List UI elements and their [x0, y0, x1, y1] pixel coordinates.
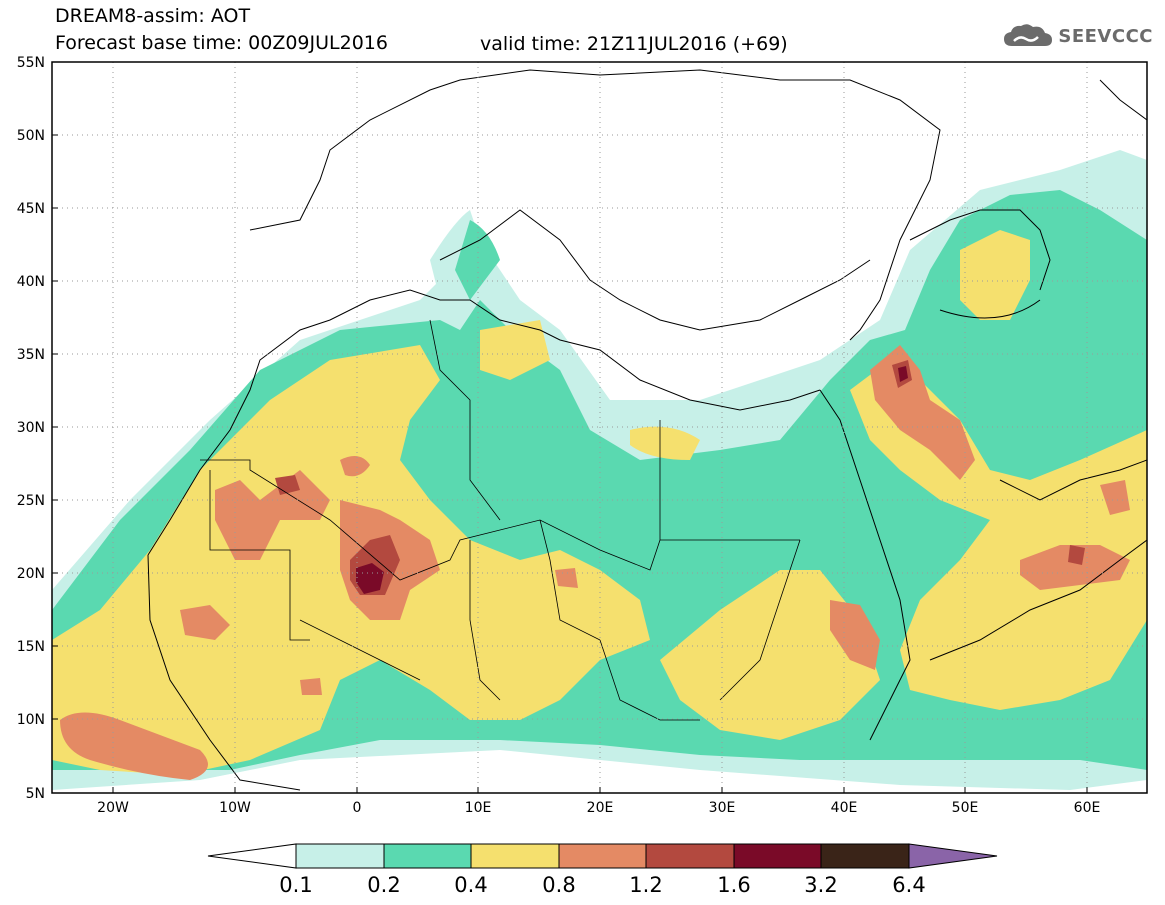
coastlines [147, 69, 1147, 791]
lon-label: 50E [952, 800, 979, 816]
lon-label: 0 [353, 800, 362, 816]
colorbar-label: 0.8 [542, 873, 575, 897]
lon-label: 20W [97, 800, 129, 816]
lat-labels: 55N 50N 45N 40N 35N 30N 25N 20N 15N 10N … [17, 55, 45, 802]
country-borders [200, 319, 801, 721]
map-title: DREAM8-assim: AOT [55, 5, 251, 27]
colorbar-over-arrow [908, 843, 998, 869]
colorbar-label: 0.2 [367, 873, 400, 897]
colorbar-bin [733, 843, 822, 869]
lon-label: 10W [219, 800, 251, 816]
lat-label: 20N [17, 566, 45, 582]
lat-label: 25N [17, 493, 45, 509]
colorbar-bin [820, 843, 910, 869]
colorbar-label: 3.2 [804, 873, 837, 897]
colorbar-bin [558, 843, 647, 869]
lon-label: 20E [587, 800, 614, 816]
aot-level-1.6 [356, 366, 908, 594]
lon-labels: 20W 10W 0 10E 20E 30E 40E 50E 60E [97, 800, 1100, 816]
lat-label: 30N [17, 420, 45, 436]
colorbar [207, 843, 998, 869]
colorbar-label: 6.4 [892, 873, 925, 897]
lon-label: 60E [1074, 800, 1101, 816]
lat-label: 45N [17, 201, 45, 217]
lon-label: 30E [709, 800, 736, 816]
colorbar-under-arrow [207, 843, 297, 869]
colorbar-bin [645, 843, 735, 869]
tick-marks [52, 61, 1088, 794]
lat-label: 40N [17, 274, 45, 290]
graticule [52, 62, 1147, 793]
forecast-base-time: Forecast base time: 00Z09JUL2016 [55, 32, 388, 54]
lat-label: 10N [17, 712, 45, 728]
colorbar-bin [470, 843, 560, 869]
colorbar-bin [295, 843, 385, 869]
seevccc-logo: SEEVCCC [1002, 22, 1153, 50]
colorbar-label: 0.1 [279, 873, 312, 897]
lat-label: 55N [17, 55, 45, 71]
lon-label: 10E [465, 800, 492, 816]
cloud-icon [1004, 24, 1053, 46]
lat-label: 15N [17, 639, 45, 655]
logo-text: SEEVCCC [1058, 25, 1153, 47]
colorbar-bin [383, 843, 472, 869]
lon-label: 40E [831, 800, 858, 816]
lat-label: 35N [17, 347, 45, 363]
lat-label: 5N [26, 786, 45, 802]
colorbar-label: 1.2 [629, 873, 662, 897]
colorbar-labels: 0.1 0.2 0.4 0.8 1.2 1.6 3.2 6.4 [279, 873, 925, 897]
colorbar-label: 0.4 [454, 873, 487, 897]
lat-label: 50N [17, 128, 45, 144]
aot-shading [52, 150, 1147, 790]
valid-time: valid time: 21Z11JUL2016 (+69) [480, 33, 788, 55]
colorbar-label: 1.6 [717, 873, 750, 897]
